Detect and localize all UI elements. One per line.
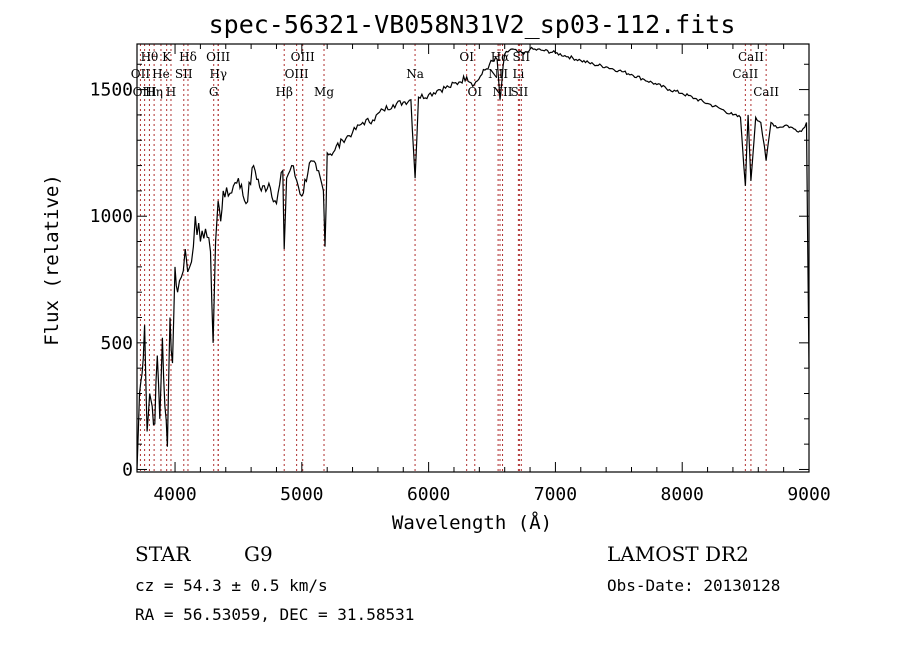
chart-title: spec-56321-VB058N31V2_sp03-112.fits	[209, 10, 736, 39]
x-tick-label: 7000	[534, 484, 577, 505]
line-label: OIII	[285, 67, 309, 81]
line-label: Hθ	[141, 50, 159, 64]
line-label: SII	[175, 67, 193, 81]
line-label: Hβ	[276, 85, 293, 99]
x-tick-label: 5000	[280, 484, 323, 505]
line-label: Hδ	[179, 50, 197, 64]
object-class: STAR	[135, 542, 191, 566]
y-tick-label: 0	[122, 459, 133, 480]
x-tick-label: 4000	[153, 484, 196, 505]
plot-frame	[136, 43, 810, 473]
x-axis-label: Wavelength (Å)	[392, 511, 552, 534]
line-label: He	[152, 67, 170, 81]
line-label: Hγ	[209, 67, 227, 81]
line-label: Na	[406, 67, 424, 81]
line-label: K	[162, 50, 172, 64]
line-label: SII	[512, 50, 530, 64]
spectral-line-labels: HθOIIOIIIHηHeKHSIIHδGOIIIHγHβOIIIOIIIMgN…	[131, 50, 780, 99]
line-label: G	[209, 85, 219, 99]
line-label: OI	[459, 50, 474, 64]
y-tick-label: 1000	[90, 206, 133, 227]
y-tick-label: 1500	[90, 80, 133, 101]
line-label: Li	[512, 67, 524, 81]
line-label: CaII	[732, 67, 758, 81]
spectrum-line	[136, 46, 810, 470]
line-label: OIII	[291, 50, 315, 64]
x-tick-label: 8000	[661, 484, 704, 505]
x-tick-label: 9000	[787, 484, 830, 505]
line-label: NII	[493, 85, 513, 99]
line-label: OI	[467, 85, 482, 99]
coordinates: RA = 56.53059, DEC = 31.58531	[135, 605, 414, 624]
x-tick-label: 6000	[407, 484, 450, 505]
x-axis-ticks: 4000 5000 6000 7000 8000 9000	[153, 44, 831, 505]
line-label: CaII	[738, 50, 764, 64]
survey-name: LAMOST DR2	[607, 542, 749, 566]
y-axis-ticks: 0 500 1000 1500	[90, 63, 809, 480]
line-label: OII	[131, 67, 151, 81]
y-axis-label: Flux (relative)	[41, 174, 63, 346]
line-label: SII	[511, 85, 529, 99]
redshift-cz: cz = 54.3 ± 0.5 km/s	[135, 576, 328, 595]
line-label: CaII	[753, 85, 779, 99]
object-subclass: G9	[244, 542, 273, 566]
y-tick-label: 500	[100, 333, 133, 354]
line-label: OIII	[133, 85, 157, 99]
line-label: H	[166, 85, 176, 99]
line-label: Mg	[314, 85, 334, 99]
line-label: Hη	[145, 85, 163, 99]
observation-date: Obs-Date: 20130128	[607, 576, 780, 595]
line-label: OIII	[206, 50, 230, 64]
spectral-line-markers	[139, 44, 767, 472]
